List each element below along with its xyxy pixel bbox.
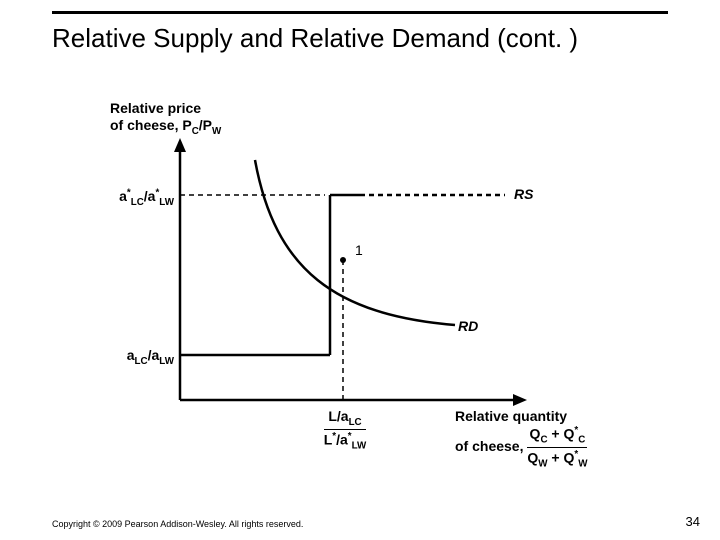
rs-label: RS — [514, 186, 533, 202]
page-number: 34 — [686, 514, 700, 529]
chart-svg — [100, 100, 660, 440]
x-tick-label: L/aLCL*/a*LW — [309, 408, 381, 452]
copyright-text: Copyright © 2009 Pearson Addison-Wesley.… — [52, 519, 303, 529]
x-axis-label: Relative quantity of cheese, QC + Q*CQW … — [455, 408, 587, 470]
chart-container: Relative price of cheese, PC/PW a*LC/a*L… — [100, 100, 660, 490]
equilibrium-point-label: 1 — [355, 242, 363, 258]
top-rule — [52, 11, 668, 14]
rd-label: RD — [458, 318, 478, 334]
slide-title: Relative Supply and Relative Demand (con… — [52, 22, 578, 55]
